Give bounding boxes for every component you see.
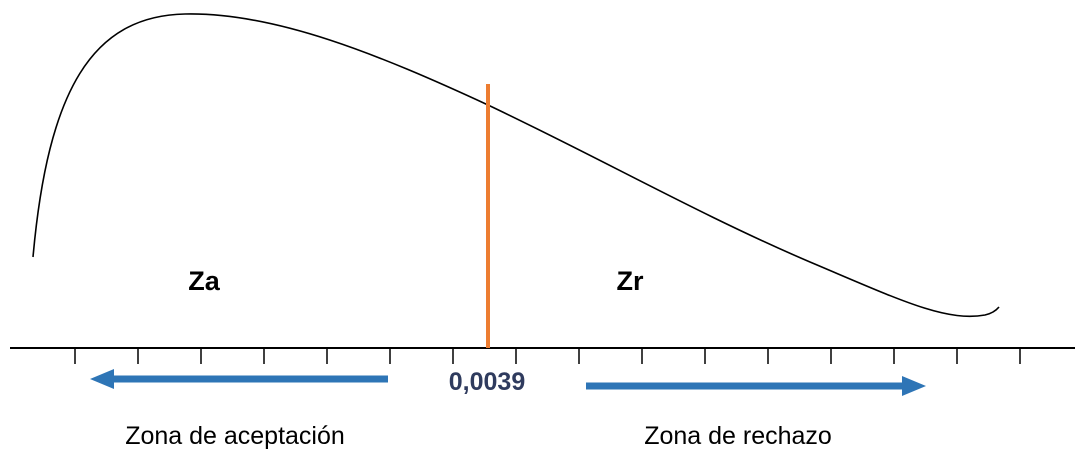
arrow-right-icon [586,376,926,396]
arrow-left-icon [90,369,388,389]
acceptance-zone-symbol: Za [188,266,220,296]
distribution-curve [32,13,1000,318]
rejection-zone-symbol: Zr [617,266,644,296]
acceptance-zone-label: Zona de aceptación [125,422,345,450]
threshold-value: 0,0039 [449,368,525,396]
axis-ticks [74,348,1021,364]
rejection-zone-label: Zona de rechazo [644,422,832,450]
